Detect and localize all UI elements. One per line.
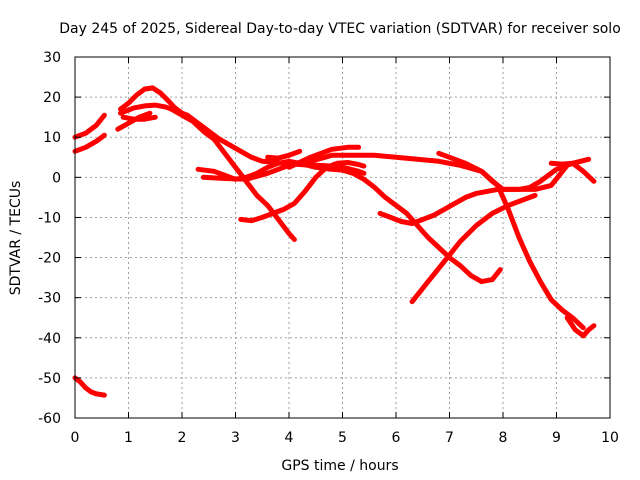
series-group — [72, 85, 597, 398]
series-arc-7 — [118, 102, 367, 176]
series-arc-17 — [548, 160, 597, 184]
y-tick-label: -60 — [38, 411, 61, 427]
x-tick-label: 0 — [71, 430, 80, 446]
x-tick-label: 4 — [285, 430, 294, 446]
series-arc-18 — [564, 315, 597, 339]
x-tick-label: 1 — [124, 430, 133, 446]
series-arc-5 — [120, 114, 158, 122]
y-tick-label: -10 — [38, 210, 61, 226]
y-axis-label: SDTVAR / TECUs — [8, 181, 24, 296]
series-arc-14 — [377, 156, 592, 226]
y-tick-labels: 30 20 10 0 -10 -20 -30 -40 -50 -60 — [38, 50, 61, 427]
series-arc-1 — [72, 375, 107, 398]
series-arc-15 — [409, 192, 538, 305]
series-arc-2 — [72, 112, 107, 140]
y-tick-label: 10 — [43, 130, 61, 146]
grid — [75, 57, 610, 418]
x-tick-label: 5 — [338, 430, 347, 446]
series-arc-11 — [238, 160, 367, 224]
x-tick-label: 2 — [178, 430, 187, 446]
ticks — [74, 56, 611, 419]
x-tick-label: 8 — [499, 430, 508, 446]
x-tick-label: 9 — [552, 430, 561, 446]
y-tick-label: -30 — [38, 291, 61, 307]
x-tick-label: 3 — [231, 430, 240, 446]
series-arc-3 — [72, 132, 107, 154]
series-arc-10 — [200, 152, 586, 331]
y-tick-label: -50 — [38, 371, 61, 387]
x-tick-label: 7 — [445, 430, 454, 446]
y-tick-label: 30 — [43, 50, 61, 66]
x-tick-label: 10 — [601, 430, 619, 446]
series-arc-8 — [168, 106, 297, 242]
y-tick-label: -40 — [38, 331, 61, 347]
y-tick-label: 20 — [43, 90, 61, 106]
chart-title: Day 245 of 2025, Sidereal Day-to-day VTE… — [59, 21, 621, 37]
series-arc-16 — [436, 150, 570, 192]
series-arc-13 — [286, 144, 362, 170]
x-tick-labels: 0 1 2 3 4 5 6 7 8 9 10 — [71, 430, 619, 446]
series-arc-12 — [265, 148, 303, 161]
x-axis-label: GPS time / hours — [281, 458, 398, 474]
y-tick-label: 0 — [52, 170, 61, 186]
x-tick-label: 6 — [392, 430, 401, 446]
y-tick-label: -20 — [38, 251, 61, 267]
